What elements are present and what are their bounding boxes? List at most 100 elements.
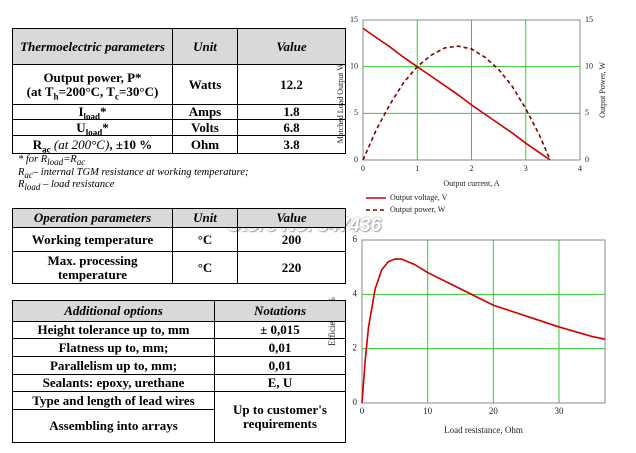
cell: Type and length of lead wires [12, 391, 215, 410]
plot-frame [362, 19, 581, 161]
cell-line: (at Th=200°C, Tc=30°C) [15, 83, 170, 102]
cell: Flatness up to, mm; [12, 338, 215, 357]
y2-axis-label: Output Power, W [598, 62, 607, 118]
cell: Output power, P* (at Th=200°C, Tc=30°C) [12, 64, 173, 105]
text-segment: U [76, 119, 86, 135]
text-segment: * [102, 119, 109, 135]
cell: Rac (at 200°C), ±10 % [12, 135, 173, 155]
cell: Up to customer's requirements [214, 391, 346, 443]
text-segment: R [32, 136, 43, 152]
series-line [361, 258, 606, 404]
text-segment: load [47, 157, 64, 168]
plot-frame [361, 239, 606, 404]
cell: Max. processing temperature [12, 251, 173, 284]
y-tick-label: 4 [353, 288, 358, 298]
cell-line: Rac (at 200°C), ±10 % [15, 136, 170, 155]
text-segment: Output power, P* [43, 69, 142, 85]
cell: 6.8 [237, 119, 346, 136]
row: Parallelism up to, mm; 0,01 [12, 356, 346, 375]
header-cell: Value [237, 28, 346, 65]
table-notes: * for Rload=Rac Rac– internal TGM resista… [18, 154, 249, 192]
text-segment: =200°C, T [58, 83, 115, 99]
y2-tick-label: 15 [585, 15, 593, 24]
x-tick-label: 2 [470, 164, 474, 173]
text-segment: (at 200°C) [50, 136, 110, 152]
cell: E, U [214, 374, 346, 392]
series-line [362, 27, 551, 161]
header-cell: Unit [172, 208, 238, 228]
note-line: Rload – load resistance [18, 179, 249, 192]
text-segment: h [53, 91, 59, 102]
text-segment: , ±10 % [109, 136, 153, 152]
cell: 0,01 [214, 356, 346, 375]
text-segment: ac [24, 169, 33, 180]
y2-tick-label: 5 [585, 108, 589, 117]
cell-line: Output power, P* [15, 71, 170, 85]
row: Working temperature °C 200 [12, 227, 346, 252]
text-segment: ac [42, 144, 51, 155]
header-cell: Thermoelectric parameters [12, 28, 173, 65]
row: Iload* Amps 1.8 [12, 104, 346, 122]
legend-label: Output voltage, V [390, 193, 448, 202]
cell: Ohm [172, 135, 238, 154]
text-segment: (at T [26, 83, 54, 99]
x-tick-label: 0 [361, 164, 365, 173]
text-segment: I [78, 104, 84, 120]
cell: °C [172, 251, 238, 284]
cell: 200 [237, 227, 346, 252]
cell: Amps [172, 104, 238, 120]
x-tick-label: 0 [360, 406, 365, 416]
x-tick-label: 10 [423, 406, 433, 416]
y-tick-label: 0 [353, 397, 358, 407]
text-segment: R [18, 166, 25, 178]
row: Height tolerance up to, mm ± 0,015 [12, 321, 346, 339]
cell: 1.8 [237, 104, 346, 120]
cell: Working temperature [12, 227, 173, 252]
header-row: Additional options Notations [12, 300, 346, 322]
x-axis-label: Output current, A [443, 179, 499, 188]
y-tick-label: 15 [350, 15, 358, 24]
note-line: * for Rload=Rac [18, 154, 249, 167]
header-cell: Operation parameters [12, 208, 173, 228]
cell: Parallelism up to, mm; [12, 356, 215, 375]
row: Type and length of lead wires Up to custo… [12, 391, 346, 443]
x-tick-label: 30 [555, 406, 565, 416]
x-tick-label: 3 [524, 164, 528, 173]
text-segment: – internal TGM resistance at working tem… [32, 166, 249, 178]
text-segment: R [18, 179, 25, 190]
text-segment: load [24, 182, 41, 193]
y-tick-label: 5 [354, 108, 358, 117]
text-segment: =R [63, 154, 77, 165]
cell: 0,01 [214, 338, 346, 357]
row: Output power, P* (at Th=200°C, Tc=30°C) Wa… [12, 64, 346, 105]
cell: Assembling into arrays [12, 409, 215, 443]
cell: 220 [237, 251, 346, 284]
text-segment: * [100, 104, 107, 120]
text-segment: c [114, 91, 119, 102]
row: Uload* Volts 6.8 [12, 119, 346, 137]
cell: Height tolerance up to, mm [12, 321, 215, 339]
header-row: Operation parameters Unit Value [12, 208, 346, 228]
row: Max. processing temperature °C 220 [12, 251, 346, 284]
cell: Sealants: epoxy, urethane [12, 374, 215, 392]
header-cell: Value [237, 208, 346, 228]
cell: Volts [172, 119, 238, 136]
cell: ± 0,015 [214, 321, 346, 339]
row: Rac (at 200°C), ±10 % Ohm 3.8 [12, 135, 346, 155]
legend-label: Output power, W [390, 205, 446, 214]
header-cell: Unit [172, 28, 238, 65]
table: Operation parameters Unit Value Working tem… [12, 208, 346, 284]
cell: 3.8 [237, 135, 346, 154]
text-segment: =30°C) [118, 83, 159, 99]
text-segment: load [83, 111, 101, 122]
y-tick-label: 10 [350, 61, 358, 70]
y-tick-label: 6 [353, 234, 358, 244]
x-tick-label: 1 [415, 164, 419, 173]
cell: Uload* [12, 119, 173, 137]
row: Assembling into arrays [12, 409, 346, 443]
table: Additional options Notations Height tolera… [12, 300, 346, 443]
y-tick-label: 0 [354, 155, 358, 164]
table: Thermoelectric parameters Unit Value Output… [12, 28, 346, 154]
x-tick-label: 4 [578, 164, 582, 173]
